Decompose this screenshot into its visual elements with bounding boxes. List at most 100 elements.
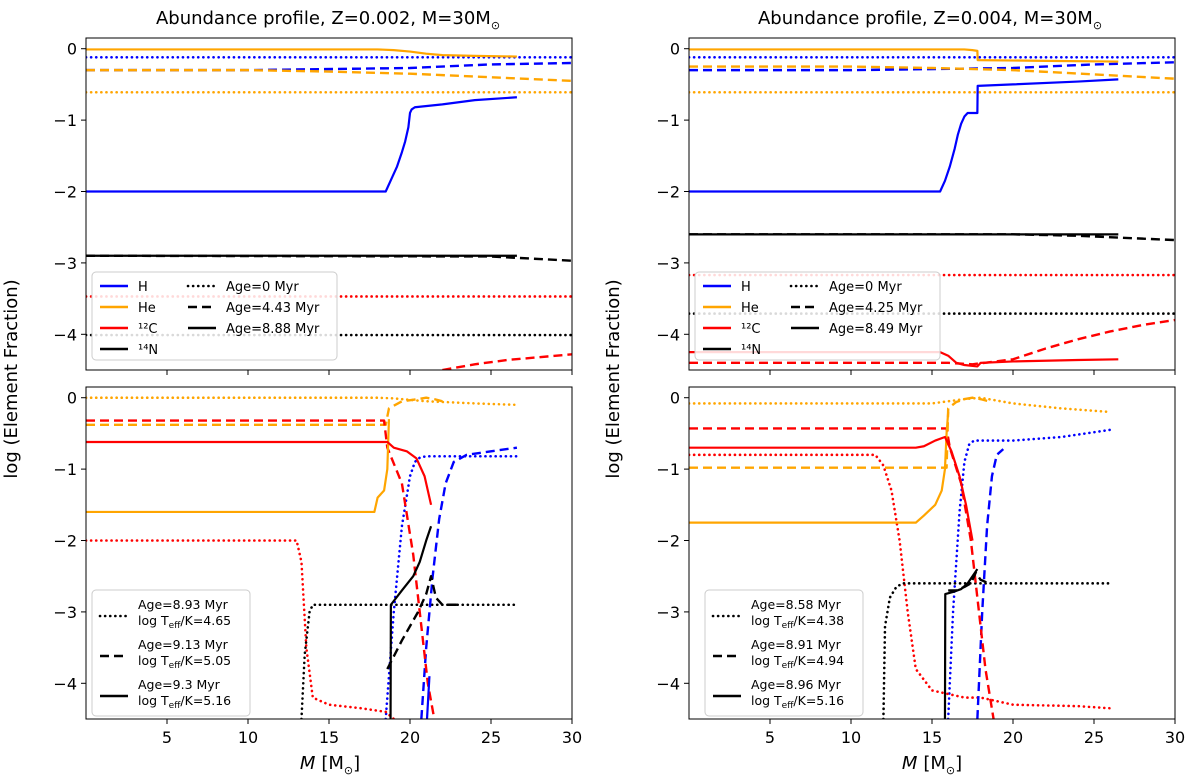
legend-teff-sub: eff (782, 701, 795, 711)
y-tick-label: −4 (53, 674, 77, 693)
series-line-h-age-8-88-myr (86, 96, 517, 193)
legend-label: ¹⁴N (138, 343, 158, 358)
series-line-12c-age-9-3-myr (86, 440, 433, 506)
series-line-h-age-8-49-myr (689, 78, 1119, 193)
legend-teff-sub: eff (169, 701, 182, 711)
series-line-14n-age-9-3-myr (389, 525, 433, 719)
legend-label: Age=0 Myr (226, 280, 299, 295)
x-tick-label: 5 (765, 728, 775, 747)
y-tick-label: −3 (53, 603, 77, 622)
x-tick-label: 15 (922, 728, 942, 747)
left-xlabel-m: M (300, 753, 316, 774)
y-tick-label: 0 (67, 389, 77, 408)
legend-teff-sub: eff (782, 621, 795, 631)
series-line-h-age-9-3-myr (425, 676, 431, 719)
y-tick-label: −3 (53, 254, 77, 273)
legend-age-label: Age=8.96 Myr (751, 677, 842, 692)
legend: H He ¹²C ¹⁴N Age=0 Myr Age=4.43 Myr Age=8.88 M… (91, 271, 338, 361)
right-title-sun: ⊙ (1093, 19, 1102, 32)
x-tick-label: 30 (562, 728, 582, 747)
left-title: Abundance profile, Z=0.002, M=30M⊙ (156, 8, 500, 32)
right-title-text: Abundance profile, Z=0.004, M=30M (758, 8, 1093, 29)
legend-teff-log: log T (751, 693, 782, 708)
left-title-text: Abundance profile, Z=0.002, M=30M (156, 8, 491, 29)
y-tick-label: −1 (656, 111, 680, 130)
series-line-he-age-4-25-myr (689, 65, 1175, 80)
legend-teff-label: log Teff/K=5.16 (138, 693, 231, 711)
legend-box (91, 589, 251, 717)
left-ylabel: log (Element Fraction) (1, 279, 22, 478)
y-tick-label: −1 (53, 111, 77, 130)
x-tick-label: 5 (162, 728, 172, 747)
right-ylabel: log (Element Fraction) (603, 279, 624, 478)
left-xlabel-unit: [M (321, 753, 344, 774)
y-tick-label: −4 (656, 325, 680, 344)
right-xlabel: M [M⊙] (902, 753, 962, 776)
series-group (689, 396, 1112, 719)
legend-label: Age=8.88 Myr (226, 322, 320, 337)
x-tick-label: 15 (319, 728, 339, 747)
right-xlabel-close: ] (955, 753, 962, 774)
series-line-14n-age-8-58-myr (882, 582, 1112, 719)
series-line-he-age-8-58-myr (689, 396, 1112, 414)
series-line-he-age-9-3-myr (86, 419, 391, 514)
y-tick-label: 0 (670, 40, 680, 59)
left-xlabel-close: ] (353, 753, 360, 774)
series-line-12c-age-8-58-myr (689, 453, 1112, 710)
legend-teff-value: /K=4.38 (793, 613, 844, 628)
x-tick-label: 20 (1003, 728, 1023, 747)
series-line-h-age-8-58-myr (946, 428, 1112, 719)
legend-age-label: Age=9.13 Myr (138, 637, 229, 652)
series-line-he-age-9-13-myr (86, 396, 443, 427)
series-line-14n-age-8-96-myr (943, 568, 979, 719)
left-title-sun: ⊙ (491, 19, 500, 32)
legend-label: Age=4.43 Myr (226, 301, 320, 316)
legend-label: Age=4.25 Myr (829, 301, 923, 316)
series-line-12c-age-8-49-myr (689, 351, 1119, 368)
legend-teff-value: /K=5.16 (180, 693, 231, 708)
legend-age-label: Age=8.91 Myr (751, 637, 842, 652)
legend-label: H (138, 280, 148, 295)
legend-teff-sub: eff (782, 661, 795, 671)
series-line-12c-age-4-43-myr (442, 353, 572, 370)
series-line-12c-age-9-13-myr (86, 419, 436, 719)
legend-teff-log: log T (751, 653, 782, 668)
x-tick-label: 10 (841, 728, 861, 747)
y-tick-label: 0 (67, 40, 77, 59)
x-tick-label: 25 (1084, 728, 1104, 747)
series-line-12c-age-8-96-myr (689, 435, 974, 541)
legend-teff-value: /K=4.65 (180, 613, 231, 628)
series-line-he-age-4-43-myr (86, 68, 572, 83)
y-tick-label: −1 (656, 460, 680, 479)
legend-age-label: Age=9.3 Myr (138, 677, 221, 692)
legend-label: He (138, 301, 156, 316)
series-line-h-age-4-43-myr (86, 61, 572, 72)
y-tick-label: −4 (53, 325, 77, 344)
legend-label: ¹²C (741, 322, 761, 337)
x-tick-label: 30 (1165, 728, 1185, 747)
right-xlabel-m: M (902, 753, 918, 774)
legend-teff-label: log Teff/K=4.38 (751, 613, 844, 631)
legend-teff-label: log Teff/K=5.05 (138, 653, 231, 671)
legend-teff-label: log Teff/K=5.16 (751, 693, 844, 711)
y-tick-label: −2 (53, 532, 77, 551)
series-line-he-age-8-93-myr (86, 396, 519, 407)
y-tick-label: −4 (656, 674, 680, 693)
legend-teff-value: /K=5.16 (793, 693, 844, 708)
right-xlabel-unit: [M (923, 753, 946, 774)
series-line-14n-age-8-93-myr (300, 603, 519, 719)
y-tick-label: −1 (53, 460, 77, 479)
legend-teff-label: log Teff/K=4.94 (751, 653, 844, 671)
y-tick-label: −3 (656, 254, 680, 273)
left-xlabel-sun: ⊙ (344, 764, 353, 776)
legend: H He ¹²C ¹⁴N Age=0 Myr Age=4.25 Myr Age=8.49 M… (694, 271, 941, 361)
y-tick-label: −2 (656, 532, 680, 551)
legend-label: Age=0 Myr (829, 280, 902, 295)
x-tick-label: 20 (400, 728, 420, 747)
y-tick-label: −3 (656, 603, 680, 622)
legend-label: He (741, 301, 759, 316)
y-tick-label: −2 (656, 183, 680, 202)
